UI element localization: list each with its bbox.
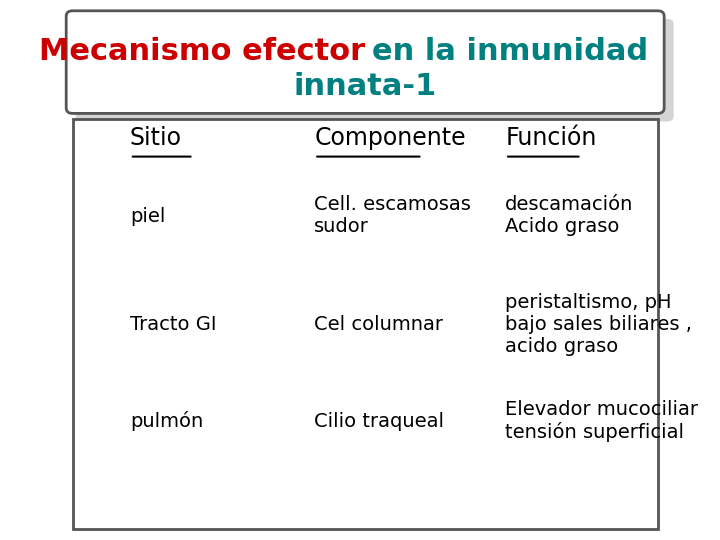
FancyBboxPatch shape xyxy=(76,19,674,122)
Text: Cell. escamosas
sudor: Cell. escamosas sudor xyxy=(315,195,471,237)
Text: Sitio: Sitio xyxy=(130,126,182,150)
Text: Tracto GI: Tracto GI xyxy=(130,314,216,334)
Text: Componente: Componente xyxy=(315,126,466,150)
FancyBboxPatch shape xyxy=(66,11,664,113)
Text: Elevador mucociliar
tensión superficial: Elevador mucociliar tensión superficial xyxy=(505,400,698,442)
Text: pulmón: pulmón xyxy=(130,411,203,431)
Text: Mecanismo efector: Mecanismo efector xyxy=(39,37,365,66)
Text: peristaltismo, pH
bajo sales biliares ,
acido graso: peristaltismo, pH bajo sales biliares , … xyxy=(505,293,692,355)
Text: descamación
Acido graso: descamación Acido graso xyxy=(505,195,634,237)
Text: piel: piel xyxy=(130,206,165,226)
Text: innata-1: innata-1 xyxy=(294,72,437,101)
Text: Cilio traqueal: Cilio traqueal xyxy=(315,411,444,431)
Text: Cel columnar: Cel columnar xyxy=(315,314,444,334)
Text: en la inmunidad: en la inmunidad xyxy=(372,37,648,66)
FancyBboxPatch shape xyxy=(73,119,658,529)
Text: Función: Función xyxy=(505,126,596,150)
